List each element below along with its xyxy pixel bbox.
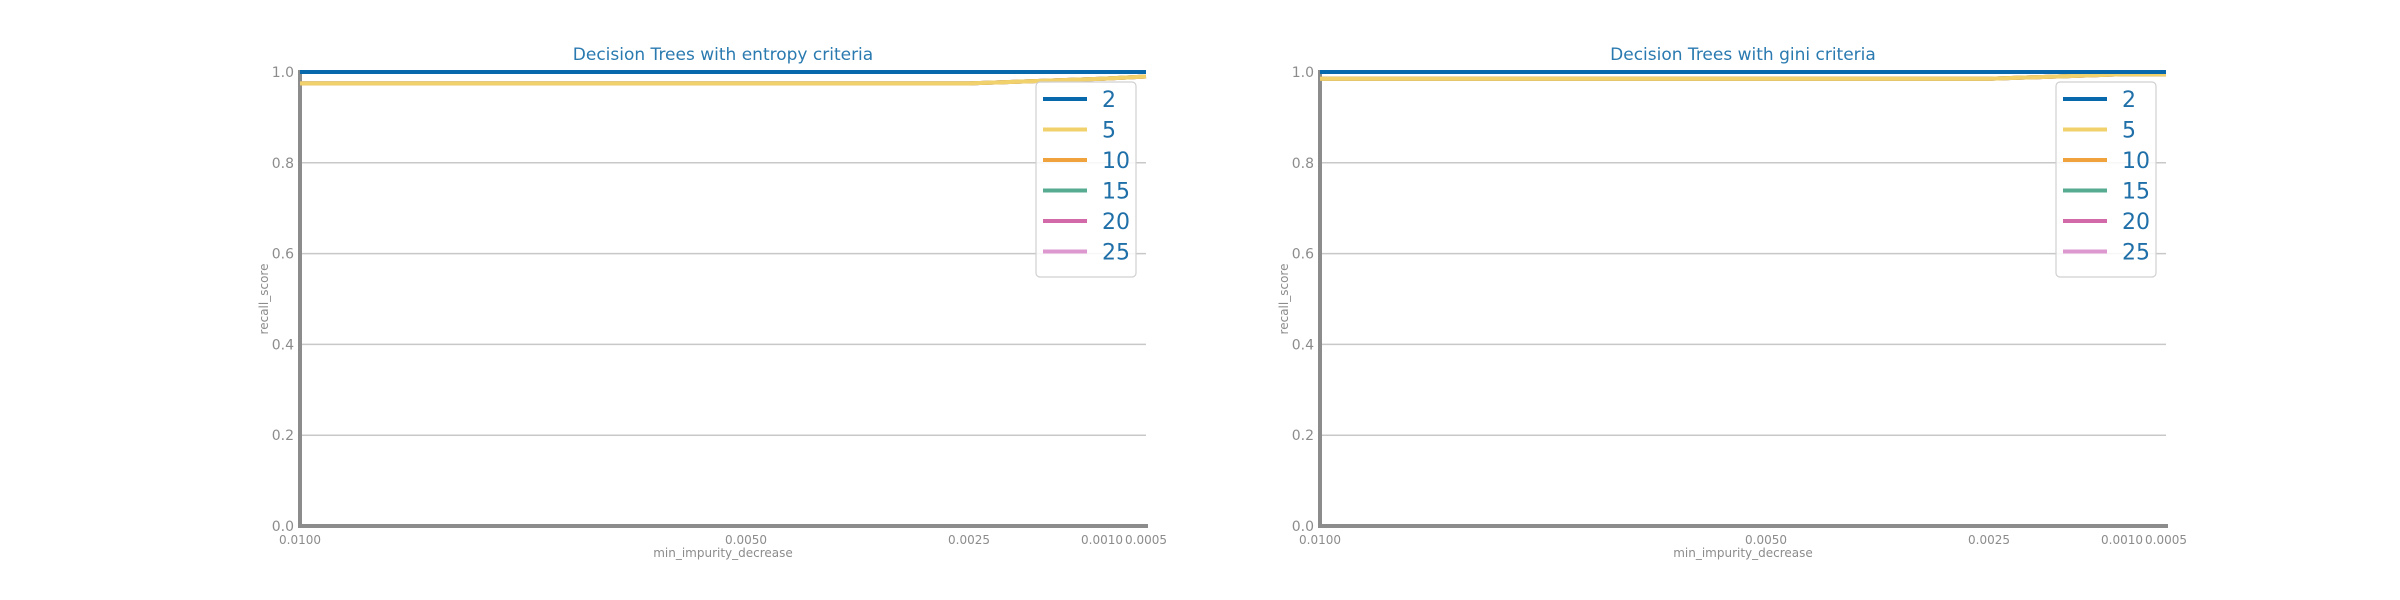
y-tick-label: 0.6 <box>272 247 294 263</box>
legend-label: 10 <box>1102 149 1130 174</box>
legend-label: 25 <box>1102 241 1130 266</box>
x-tick-label: 0.0100 <box>279 533 321 547</box>
y-tick-label: 0.0 <box>1292 519 1314 535</box>
y-axis-label: recall_score <box>257 264 271 335</box>
legend-label: 20 <box>2122 210 2150 235</box>
x-tick-label: 0.0005 <box>2145 533 2187 547</box>
x-axis-label: min_impurity_decrease <box>1673 546 1813 560</box>
x-tick-label: 0.0100 <box>1299 533 1341 547</box>
x-tick-label: 0.0010 <box>2101 533 2143 547</box>
x-axis-label: min_impurity_decrease <box>653 546 793 560</box>
y-tick-label: 0.2 <box>272 428 294 444</box>
chart-entropy: Decision Trees with entropy criteria0.00… <box>257 45 1167 560</box>
legend-label: 25 <box>2122 241 2150 266</box>
legend-label: 5 <box>1102 119 1116 144</box>
y-tick-label: 0.0 <box>272 519 294 535</box>
series-line-5 <box>1320 72 2166 81</box>
legend-label: 20 <box>1102 210 1130 235</box>
y-tick-label: 0.4 <box>272 337 294 353</box>
chart-title: Decision Trees with entropy criteria <box>573 45 873 65</box>
y-tick-label: 0.6 <box>1292 247 1314 263</box>
legend-label: 10 <box>2122 149 2150 174</box>
y-tick-label: 0.8 <box>1292 156 1314 172</box>
y-tick-label: 1.0 <box>272 65 294 81</box>
y-tick-label: 0.2 <box>1292 428 1314 444</box>
chart-gini: Decision Trees with gini criteria 0.0 0.2 0… <box>1277 45 2187 560</box>
x-tick-label: 0.0005 <box>1125 533 1167 547</box>
x-tick-label: 0.0050 <box>1745 533 1787 547</box>
x-tick-label: 0.0025 <box>1968 533 2010 547</box>
legend-label: 5 <box>2122 119 2136 144</box>
x-tick-label: 0.0025 <box>948 533 990 547</box>
y-tick-label: 0.4 <box>1292 337 1314 353</box>
legend-label: 2 <box>2122 88 2136 113</box>
x-tick-label: 0.0010 <box>1081 533 1123 547</box>
legend-label: 15 <box>2122 180 2150 205</box>
legend-label: 2 <box>1102 88 1116 113</box>
chart-title: Decision Trees with gini criteria <box>1610 45 1876 65</box>
y-tick-label: 0.8 <box>272 156 294 172</box>
y-axis-label: recall_score <box>1277 264 1291 335</box>
y-tick-label: 1.0 <box>1292 65 1314 81</box>
legend-label: 15 <box>1102 180 1130 205</box>
series-line-5 <box>300 74 1147 86</box>
x-tick-label: 0.0050 <box>725 533 767 547</box>
